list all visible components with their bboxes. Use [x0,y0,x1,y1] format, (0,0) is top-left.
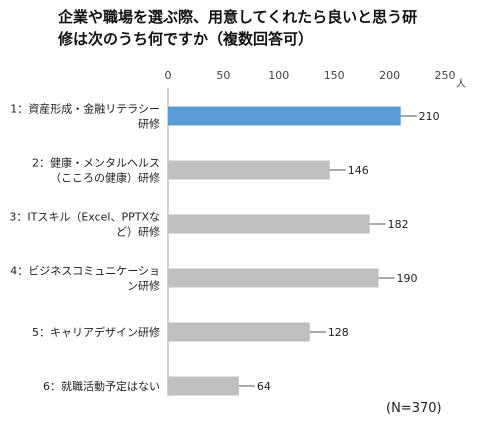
chart-title: 企業や職場を選ぶ際、用意してくれたら良いと思う研 修は次のうち何ですか（複数回答… [58,6,478,50]
category-label: 5：キャリアデザイン研修 [32,325,160,339]
x-tick-label: 250 [435,69,456,82]
x-tick-label: 200 [379,69,400,82]
bar [168,268,379,288]
category-label: 6：就職活動予定はない [43,379,160,393]
value-label: 64 [257,380,271,393]
value-label: 210 [419,110,440,123]
value-label: 182 [388,218,409,231]
bar [168,160,330,180]
x-tick-label: 0 [165,69,172,82]
chart-title-line-1: 企業や職場を選ぶ際、用意してくれたら良いと思う研 [58,8,418,26]
category-label-line: ど）研修 [116,225,160,239]
bar [168,214,370,234]
x-tick-label: 100 [268,69,289,82]
category-label: 1：資産形成・金融リテラシー研修 [10,102,160,131]
category-label-line: 3：ITスキル（Excel、PPTXな [9,211,160,224]
x-tick-label: 50 [216,69,230,82]
value-label: 190 [397,272,418,285]
bar [168,106,401,126]
chart-title-line-2: 修は次のうち何ですか（複数回答可） [58,30,314,48]
bar [168,376,239,396]
value-label: 146 [348,164,369,177]
value-label: 128 [328,326,349,339]
category-label-line: 6：就職活動予定はない [43,379,160,393]
category-label-line: 1：資産形成・金融リテラシー [10,102,160,116]
x-tick-label: 150 [324,69,345,82]
category-label: 4：ビジネスコミュニケーション研修 [10,265,160,293]
category-label-line: 5：キャリアデザイン研修 [32,325,160,339]
category-label-line: （こころの健康）研修 [50,171,160,185]
bar [168,322,310,342]
category-label: 3：ITスキル（Excel、PPTXなど）研修 [9,211,160,239]
category-label: 2：健康・メンタルヘルス（こころの健康）研修 [32,156,160,185]
category-label-line: 4：ビジネスコミュニケーショ [10,265,160,278]
unit-label: 人 [456,78,466,90]
category-label-line: 2：健康・メンタルヘルス [32,156,160,170]
category-label-line: 研修 [138,117,160,131]
category-label-line: ン研修 [127,279,160,293]
sample-size-note: (N=370) [386,401,442,416]
